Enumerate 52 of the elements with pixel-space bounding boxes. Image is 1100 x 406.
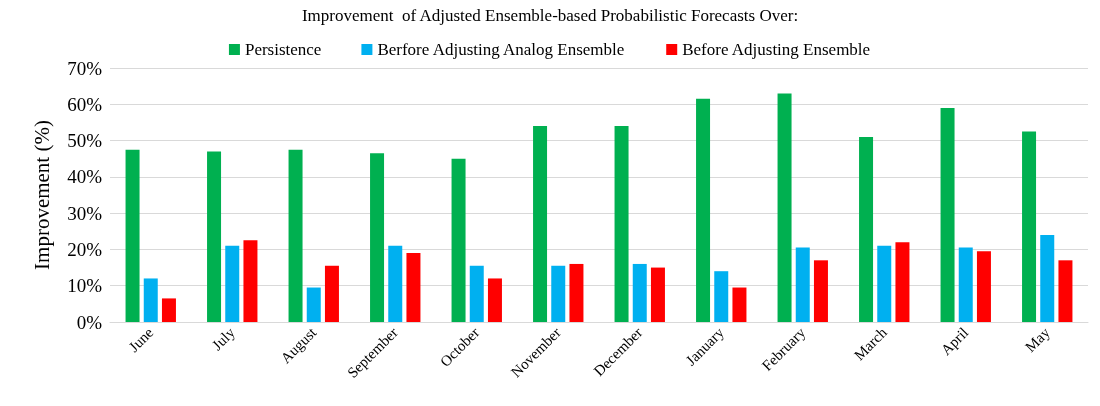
bar	[859, 136, 874, 322]
bar	[324, 265, 339, 322]
bar	[370, 153, 385, 322]
chart-title: Improvement of Adjusted Ensemble-based Probabilistic Forecasts Over:	[301, 6, 799, 25]
bar	[533, 126, 548, 322]
bar	[958, 247, 973, 322]
bar	[1058, 260, 1073, 322]
y-tick-label: 30%	[67, 202, 103, 224]
bar	[225, 245, 240, 322]
bar	[288, 149, 303, 322]
bar	[940, 107, 955, 322]
bar	[551, 265, 566, 322]
bar	[877, 245, 892, 322]
x-tick-label: May	[1022, 323, 1054, 356]
bar	[777, 93, 792, 322]
bar	[795, 247, 810, 322]
bar	[1022, 131, 1037, 322]
bar	[306, 287, 321, 322]
legend-label: Before Adjusting Ensemble	[682, 40, 871, 59]
bar	[650, 267, 665, 322]
bar	[469, 265, 484, 322]
legend-label: Berfore Adjusting Analog Ensemble	[377, 40, 625, 59]
bar	[406, 253, 421, 322]
bar	[895, 242, 910, 322]
bar	[696, 98, 711, 322]
y-axis-title: Improvement (%)	[29, 120, 54, 270]
legend-label: Persistence	[244, 40, 322, 59]
bar	[161, 298, 176, 322]
bar	[714, 271, 729, 322]
bar	[388, 245, 403, 322]
y-tick-label: 70%	[67, 57, 103, 79]
x-tick-label: July	[208, 323, 239, 354]
x-tick-label: June	[125, 324, 157, 356]
y-tick-label: 40%	[67, 166, 103, 188]
bar	[976, 251, 991, 322]
bar	[732, 287, 747, 322]
bar	[487, 278, 502, 322]
y-tick-label: 20%	[67, 238, 103, 260]
bar	[125, 149, 140, 322]
y-tick-label: 50%	[67, 130, 103, 152]
bar	[143, 278, 158, 322]
bar	[813, 260, 828, 322]
bar	[451, 158, 466, 322]
bar	[614, 126, 629, 322]
bar	[1040, 234, 1055, 322]
bar	[632, 263, 647, 322]
bar	[207, 151, 222, 322]
y-tick-label: 0%	[76, 311, 103, 333]
bar	[243, 240, 258, 322]
y-tick-label: 60%	[67, 93, 103, 115]
bar	[569, 263, 584, 322]
y-tick-label: 10%	[67, 275, 103, 297]
